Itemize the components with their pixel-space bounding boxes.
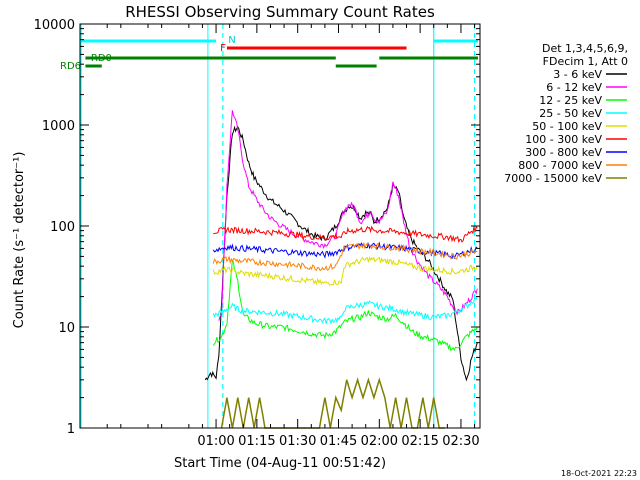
legend: Det 1,3,4,5,6,9, FDecim 1, Att 0 3 - 6 k…: [504, 42, 628, 185]
chart-title: RHESSI Observing Summary Count Rates: [125, 3, 435, 21]
x-tick-label: 02:00: [361, 434, 398, 449]
y-tick-label: 10: [58, 321, 75, 336]
legend-header-line-2: FDecim 1, Att 0: [543, 55, 628, 68]
x-tick-label: 01:00: [197, 434, 234, 449]
x-axis-label: Start Time (04-Aug-11 00:51:42): [174, 456, 386, 471]
y-tick-label: 1: [67, 422, 75, 437]
series-line: [212, 295, 478, 325]
legend-entry-label: 3 - 6 keV: [553, 68, 602, 81]
legend-entry-label: 50 - 100 keV: [532, 120, 602, 133]
series-line: [204, 125, 478, 382]
x-tick-label: 01:15: [238, 434, 275, 449]
legend-entry-label: 7000 - 15000 keV: [504, 172, 602, 185]
rd6-label: RD6: [60, 61, 81, 72]
night-label: N: [228, 35, 235, 46]
series-line: [212, 242, 478, 272]
legend-entry-label: 100 - 300 keV: [525, 133, 602, 146]
legend-entry-label: 6 - 12 keV: [546, 81, 602, 94]
x-tick-label: 01:45: [320, 434, 357, 449]
series-line: [213, 225, 478, 244]
legend-entry-label: 300 - 800 keV: [525, 146, 602, 159]
legend-header-line-1: Det 1,3,4,5,6,9,: [542, 42, 628, 55]
x-tick-label: 02:15: [401, 434, 438, 449]
x-tick-label: 01:30: [279, 434, 316, 449]
plot-frame: [79, 23, 481, 429]
legend-entry-label: 25 - 50 keV: [539, 107, 602, 120]
series-line: [220, 377, 445, 429]
y-tick-label: 10000: [34, 18, 75, 33]
y-axis-label: Count Rate (s⁻¹ detector⁻¹): [12, 152, 27, 329]
legend-entry-label: 12 - 25 keV: [539, 94, 602, 107]
series-line: [212, 259, 478, 352]
legend-entry-label: 800 - 7000 keV: [518, 159, 602, 172]
plot-area: FN RD0 RD6 1 10 100 1000 10000 01:00 01:15 01:30 01…: [34, 18, 481, 449]
series-line: [212, 256, 478, 286]
y-tick-label: 1000: [42, 119, 75, 134]
footer-date: 18-Oct-2021 22:23: [561, 469, 637, 478]
flare-label: F: [220, 43, 226, 54]
y-tick-label: 100: [50, 220, 75, 235]
series-line: [212, 241, 478, 260]
rd0-label: RD0: [91, 53, 112, 64]
x-tick-label: 02:30: [442, 434, 479, 449]
series-line: [218, 110, 478, 321]
